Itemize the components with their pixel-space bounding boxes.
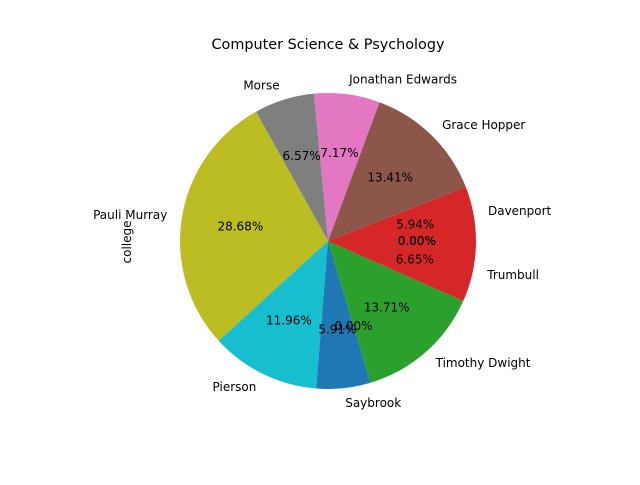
y-axis-label: college (120, 221, 134, 264)
slice-percent-label: 0.00% (334, 319, 372, 333)
chart-title: Computer Science & Psychology (212, 37, 445, 53)
pie-slice (255, 93, 328, 242)
pie-slice (180, 111, 328, 341)
slice-category-label: Davenport (488, 204, 552, 218)
slice-percent-label: 13.71% (364, 301, 410, 315)
pie-slices (180, 93, 476, 389)
slice-percent-label: 13.41% (367, 171, 413, 185)
pie-slice (328, 241, 464, 383)
slice-category-label: Pauli Murray (93, 208, 167, 222)
pie-slice (316, 241, 371, 389)
slice-percent-label: 0.00% (398, 234, 436, 248)
pie-slice (328, 241, 476, 302)
slice-category-label: Morse (243, 79, 279, 93)
slice-percent-label: 5.94% (396, 218, 434, 232)
pie-slice (328, 102, 466, 241)
slice-category-label: Pierson (213, 380, 257, 394)
slice-percent-label: 28.68% (217, 220, 263, 234)
pie-slice (328, 187, 476, 241)
pie-labels: 5.94% Davenport 13.41% Grace Hopper 7.17% Jon… (93, 73, 551, 410)
slice-percent-label: 6.57% (283, 149, 321, 163)
pie-slice (218, 241, 328, 389)
slice-category-label: Timothy Dwight (435, 356, 531, 370)
slice-percent-label: 6.65% (396, 252, 434, 266)
slice-category-label: Trumbull (486, 268, 539, 282)
slice-percent-label: 0.00% (398, 234, 436, 248)
slice-category-label: Jonathan Edwards (348, 73, 457, 87)
slice-percent-label: 7.17% (320, 146, 358, 160)
slice-category-label: Saybrook (345, 396, 401, 410)
slice-percent-label: 0.00% (398, 234, 436, 248)
slice-category-label: Grace Hopper (442, 118, 525, 132)
slice-percent-label: 11.96% (266, 314, 312, 328)
slice-percent-label: 5.91% (318, 322, 356, 336)
pie-slice (313, 93, 380, 241)
